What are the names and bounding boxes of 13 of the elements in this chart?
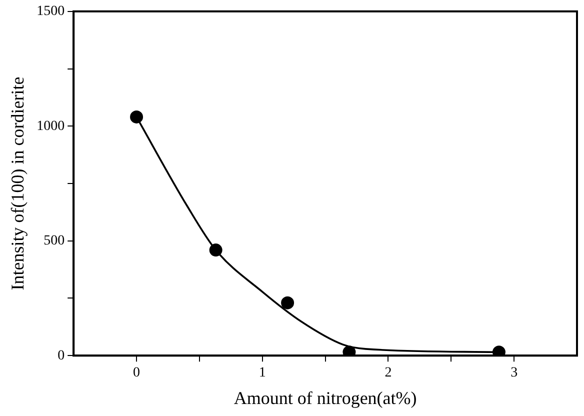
- x-tick-label: 0: [133, 366, 140, 381]
- y-tick-label: 1500: [36, 4, 65, 20]
- x-axis-title: Amount of nitrogen(at%): [234, 388, 417, 408]
- y-tick-label: 1000: [36, 118, 65, 134]
- x-tick-label: 2: [384, 366, 392, 381]
- x-tick-label: 1: [258, 366, 266, 381]
- point: [130, 110, 144, 124]
- point: [281, 296, 294, 310]
- y-tick-label: 500: [44, 234, 65, 249]
- point: [209, 244, 222, 257]
- x-tick-label: 3: [510, 366, 518, 381]
- y-tick-label: 0: [58, 348, 65, 364]
- y-axis-title: Intensity of(100) in cordierite: [8, 76, 28, 290]
